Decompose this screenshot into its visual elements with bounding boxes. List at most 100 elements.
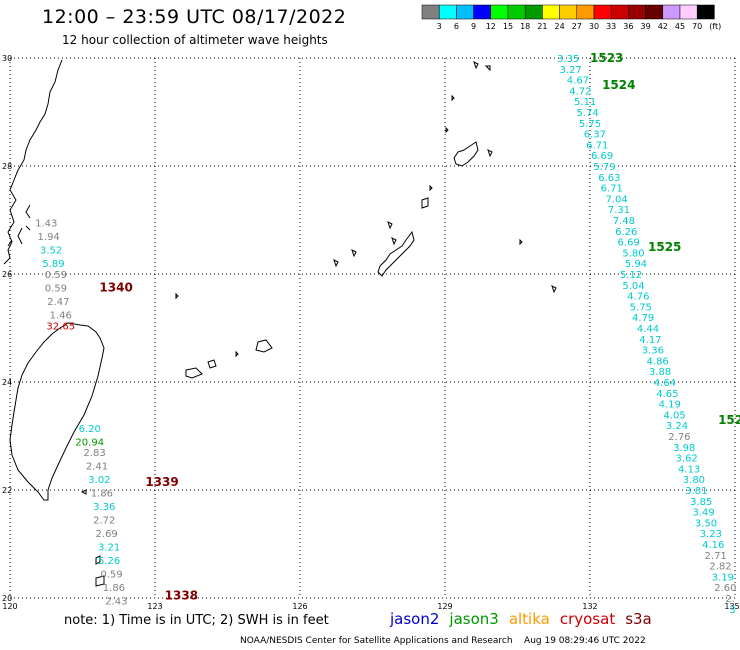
- satellite-jason2-legend: jason2: [390, 610, 440, 628]
- colorbar-swatch: [679, 4, 698, 20]
- colorbar-tick: 45: [675, 22, 685, 31]
- wave-height-value: 3.19: [712, 572, 734, 583]
- wave-height-value: 3.36: [642, 346, 664, 357]
- wave-height-value: 1.46: [50, 311, 72, 322]
- wave-height-labels: 3.353.274.674.725.115.745.756.376.716.69…: [35, 54, 736, 616]
- taiwan-coastline: [9, 322, 105, 501]
- credit-text: NOAA/NESDIS Center for Satellite Applica…: [240, 636, 513, 646]
- wave-height-value: 4.44: [637, 324, 659, 335]
- wave-height-value: 2.60: [714, 583, 736, 594]
- wave-height-value: 4.72: [569, 86, 591, 97]
- wave-height-value: 2.41: [86, 462, 108, 473]
- colorbar-swatch: [438, 4, 457, 20]
- pass-time-label: 1524: [602, 78, 635, 92]
- pass-time-label: 1525: [648, 240, 681, 254]
- colorbar-tick: 18: [520, 22, 530, 31]
- page-title: 12:00 – 23:59 UTC 08/17/2022: [42, 6, 347, 28]
- wave-height-value: 5.80: [622, 248, 644, 259]
- pass-time-label: 1526: [718, 413, 740, 427]
- colorbar-swatch: [610, 4, 629, 20]
- wave-height-value: 6.71: [601, 184, 623, 195]
- colorbar-swatch: [696, 4, 715, 20]
- colorbar-swatch: [593, 4, 612, 20]
- wave-height-value: 7.48: [613, 216, 635, 227]
- wave-height-value: 4.17: [639, 335, 661, 346]
- lat-tick-label: 24: [2, 378, 12, 387]
- satellite-legend: jason2 jason3 altika cryosat s3a: [390, 610, 662, 628]
- colorbar-swatch: [421, 4, 440, 20]
- okinawa-island: [377, 230, 415, 277]
- wave-height-value: 6.37: [584, 130, 606, 141]
- china-coastline: [3, 59, 63, 265]
- colorbar-tick: 12: [486, 22, 496, 31]
- wave-height-value: 3.85: [690, 497, 712, 508]
- wave-height-value: 0.59: [45, 284, 67, 295]
- colorbar-tick: 30: [589, 22, 599, 31]
- lon-tick-label: 129: [437, 602, 452, 611]
- wave-height-value: 4.67: [567, 76, 589, 87]
- wave-height-value: 3.49: [692, 508, 714, 519]
- wave-height-value: 1.86: [103, 583, 125, 594]
- wave-height-value: 2.83: [83, 448, 105, 459]
- colorbar-tick: 3: [437, 22, 442, 31]
- wave-height-value: 5.74: [576, 108, 598, 119]
- wave-height-value: 32.65: [46, 321, 75, 332]
- wave-height-value: 2.47: [47, 297, 69, 308]
- wave-height-value: 4.05: [663, 410, 685, 421]
- colorbar-swatch: [628, 4, 646, 20]
- wave-height-value: 3.21: [98, 543, 120, 554]
- wave-height-value: 1.94: [38, 232, 60, 243]
- colorbar-tick: 27: [572, 22, 582, 31]
- pass-time-label: 1340: [99, 281, 132, 295]
- wave-height-value: 5.79: [593, 162, 615, 173]
- pass-time-label: 1338: [165, 588, 198, 602]
- amami-island: [453, 141, 479, 167]
- satellite-jason3-legend: jason3: [449, 610, 499, 628]
- colorbar-swatch: [542, 4, 560, 20]
- wave-height-value: 4.79: [632, 313, 654, 324]
- wave-height-value: 2.43: [105, 597, 127, 608]
- wave-height-value: 3.27: [560, 65, 582, 76]
- wave-height-value: 5.04: [622, 281, 644, 292]
- colorbar-tick: 24: [555, 22, 565, 31]
- wave-height-value: 3.35: [557, 54, 579, 65]
- wave-height-value: 5.89: [42, 259, 64, 270]
- colorbar-tick: 6: [454, 22, 459, 31]
- wave-height-value: 2.71: [705, 551, 727, 562]
- credit-line: NOAA/NESDIS Center for Satellite Applica…: [240, 636, 646, 646]
- wave-height-value: 2.: [725, 594, 735, 605]
- lon-tick-label: 120: [2, 602, 17, 611]
- colorbar-tick: 21: [537, 22, 547, 31]
- lat-tick-label: 28: [2, 162, 12, 171]
- colorbar-tick: 33: [606, 22, 616, 31]
- colorbar-unit: (ft): [709, 22, 721, 31]
- wave-height-value: 4.64: [654, 378, 676, 389]
- lon-tick-label: 123: [147, 602, 162, 611]
- wave-height-value: 4.16: [702, 540, 724, 551]
- wave-height-value: 4.65: [656, 389, 678, 400]
- wave-height-value: 3.88: [649, 367, 671, 378]
- colorbar-tick: 70: [692, 22, 702, 31]
- lon-tick-label: 135: [724, 602, 739, 611]
- wave-height-value: 6.69: [591, 151, 613, 162]
- map-grid: 120 123 126 129 132 135 30 28 26 24 22 20: [2, 54, 740, 611]
- lon-tick-label: 132: [582, 602, 597, 611]
- wave-height-value: 5.94: [625, 259, 647, 270]
- colorbar-tick: 9: [471, 22, 476, 31]
- wave-height-value: 6.26: [615, 227, 637, 238]
- lon-tick-label: 126: [292, 602, 307, 611]
- wave-height-value: 3.50: [695, 518, 717, 529]
- lat-tick-label: 22: [2, 486, 12, 495]
- wave-height-value: 4.76: [627, 292, 649, 303]
- wave-height-value: 0.59: [45, 270, 67, 281]
- wave-height-value: 7.31: [608, 205, 630, 216]
- wave-height-value: 2.72: [93, 516, 115, 527]
- wave-height-value: 5.12: [620, 270, 642, 281]
- wave-height-value: 6.69: [618, 238, 640, 249]
- satellite-altika-legend: altika: [508, 610, 550, 628]
- colorbar-swatch: [490, 4, 509, 20]
- wave-height-value: 3.23: [700, 529, 722, 540]
- small-islands: [80, 61, 557, 587]
- colorbar-swatch: [473, 4, 492, 20]
